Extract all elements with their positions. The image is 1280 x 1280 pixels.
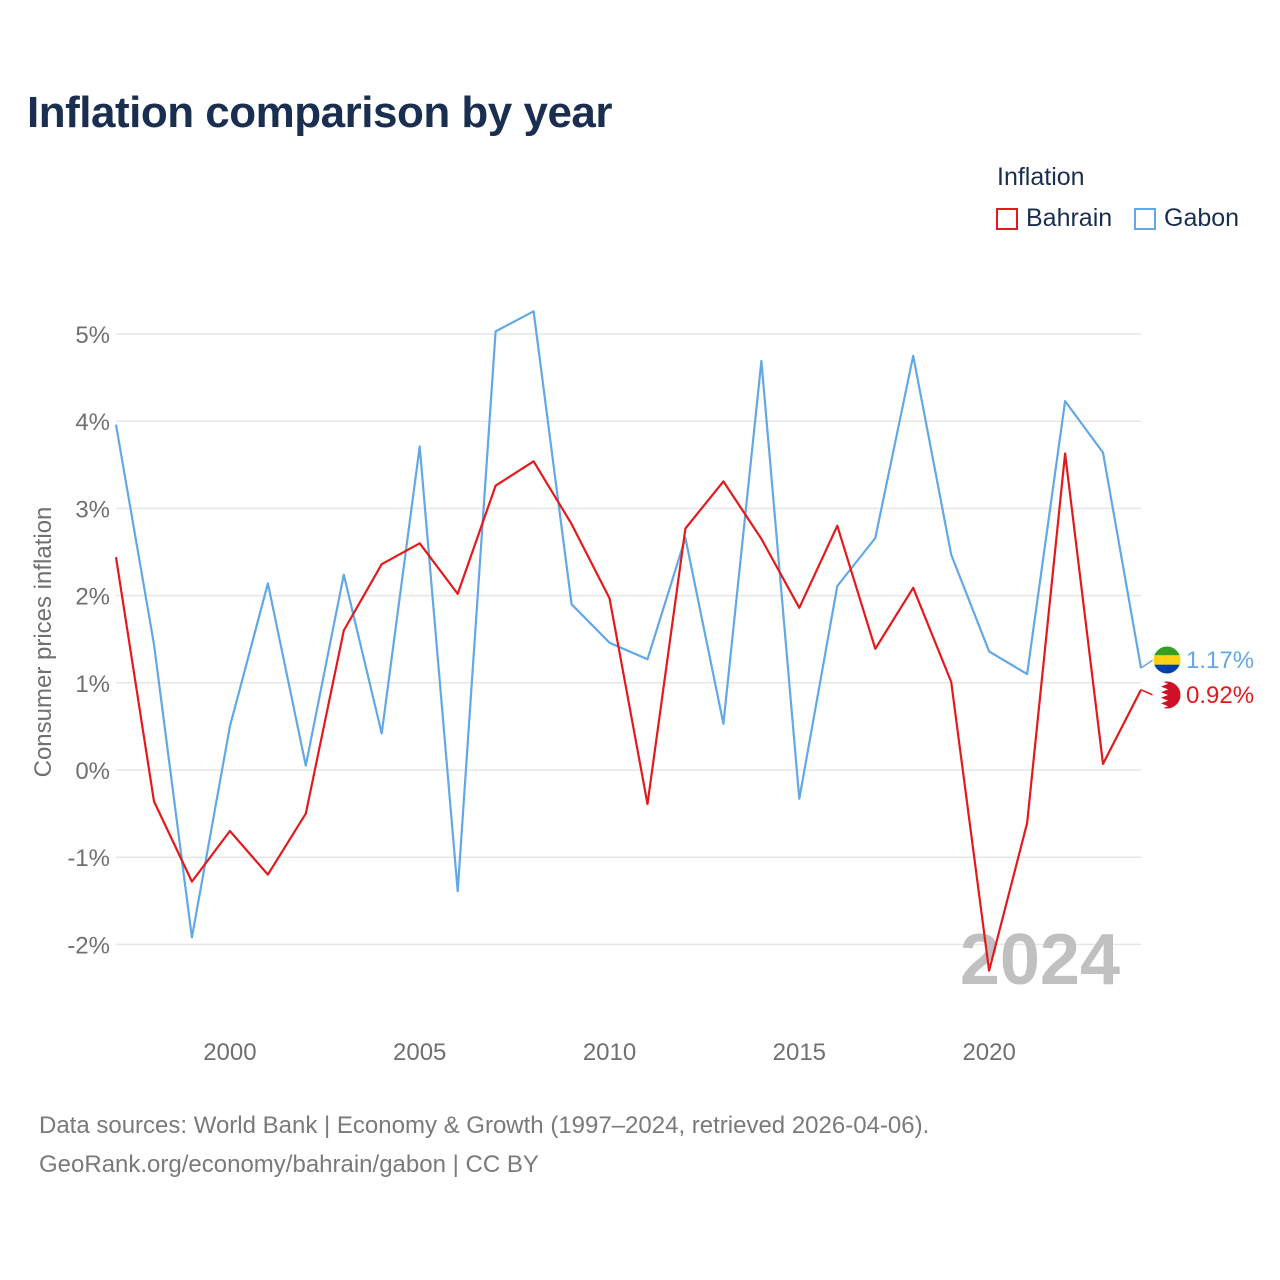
gridlines (116, 333, 1141, 946)
legend-label-gabon: Gabon (1164, 204, 1240, 232)
series-line-gabon[interactable] (114, 310, 1143, 939)
gabon-flag-icon (1153, 646, 1181, 674)
y-axis-label: Consumer prices inflation (30, 507, 57, 778)
end-label-leader (1140, 689, 1154, 696)
series-lines (114, 310, 1143, 972)
y-tick-label: -1% (67, 845, 110, 872)
series-line-bahrain[interactable] (114, 452, 1142, 972)
x-tick-label: 2015 (773, 1039, 826, 1066)
y-tick-label: 5% (75, 322, 110, 349)
legend-item-bahrain[interactable]: Bahrain (996, 204, 1112, 233)
y-tick-label: -2% (67, 932, 110, 959)
end-labels: 0.92% 1.17% (1140, 645, 1254, 710)
y-tick-label: 0% (75, 758, 110, 785)
end-label-leader (1140, 659, 1154, 669)
x-tick-label: 2000 (203, 1039, 256, 1066)
end-label-gabon: 1.17% (1140, 645, 1254, 675)
legend-item-gabon[interactable]: Gabon (1134, 204, 1239, 233)
footer-link[interactable]: GeoRank.org/economy/bahrain/gabon | CC B… (39, 1151, 539, 1178)
year-watermark: 2024 (960, 920, 1120, 1000)
end-value-gabon: 1.17% (1186, 647, 1254, 674)
y-tick-label: 1% (75, 671, 110, 698)
bahrain-flag-icon (1153, 681, 1181, 709)
legend-swatch-bahrain (996, 207, 1018, 230)
footer-sources: Data sources: World Bank | Economy & Gro… (39, 1112, 930, 1139)
y-tick-label: 2% (75, 584, 110, 611)
x-axis-ticks: 2000 2005 2010 2015 2020 (203, 1039, 1016, 1066)
y-tick-label: 4% (75, 409, 110, 436)
end-label-bahrain: 0.92% (1140, 680, 1254, 710)
line-chart: 2024 -2% -1% 0% 1% 2% 3% 4% 5% 2000 2005 2010 2015… (30, 310, 1254, 1066)
x-tick-label: 2005 (393, 1039, 446, 1066)
y-axis-ticks: -2% -1% 0% 1% 2% 3% 4% 5% (67, 322, 110, 959)
chart-title: Inflation comparison by year (27, 88, 613, 137)
end-value-bahrain: 0.92% (1186, 682, 1254, 709)
y-tick-label: 3% (75, 496, 110, 523)
legend-label-bahrain: Bahrain (1026, 204, 1113, 232)
footer: Data sources: World Bank | Economy & Gro… (39, 1106, 929, 1184)
legend-title: Inflation (997, 163, 1085, 191)
legend-swatch-gabon (1134, 207, 1156, 230)
x-tick-label: 2010 (583, 1039, 636, 1066)
x-tick-label: 2020 (962, 1039, 1015, 1066)
